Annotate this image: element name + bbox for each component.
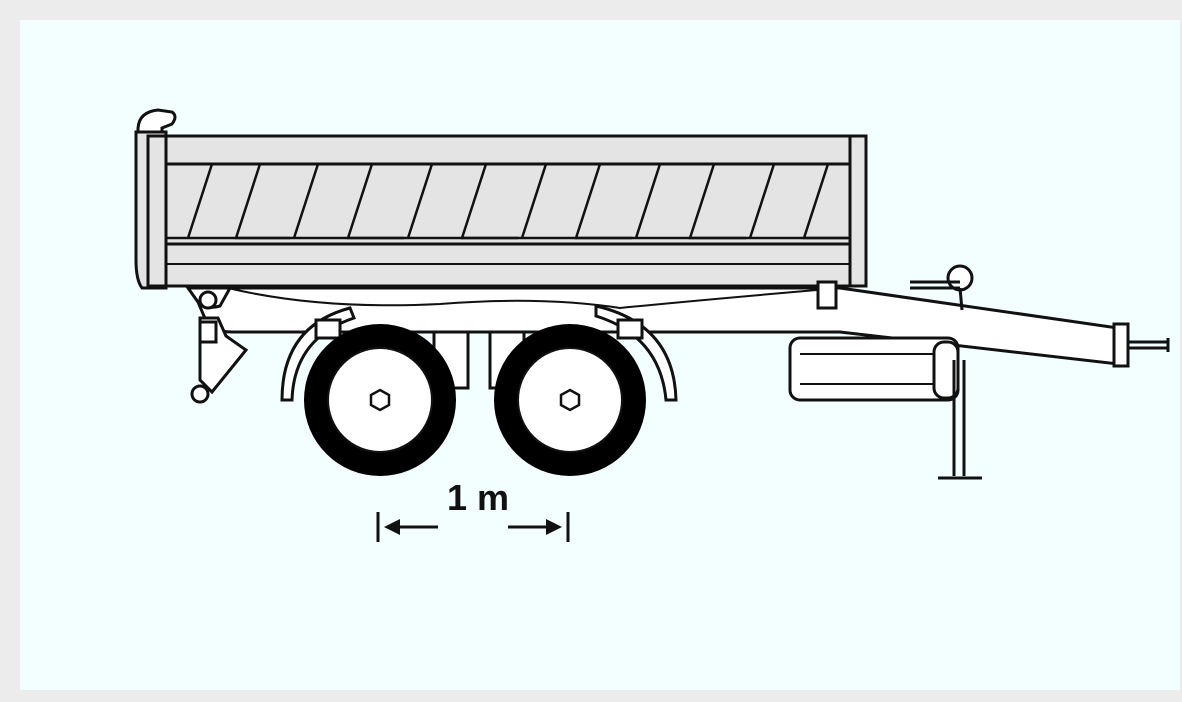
dimension-label: 1 m (447, 477, 509, 518)
tipper-body (134, 108, 868, 290)
chassis-frame (185, 280, 1120, 404)
arrow-left (384, 519, 400, 535)
side-ribs (166, 163, 850, 240)
rear-post (848, 134, 868, 288)
coupling-eye (1112, 322, 1130, 368)
top-rail (146, 134, 868, 166)
handbrake-wheel (946, 264, 974, 292)
front-post (146, 134, 168, 288)
front-wheel (304, 324, 456, 476)
support-leg (938, 360, 982, 480)
tool-box (788, 336, 960, 402)
arrow-right (546, 519, 562, 535)
rear-wheel (494, 324, 646, 476)
frame-box (816, 280, 838, 310)
axle-spacing-dimension: 1 m (376, 477, 570, 542)
drawbar (910, 264, 1170, 368)
diagram-panel: 1 m (20, 20, 1180, 690)
tipper-trailer-diagram: 1 m (134, 108, 1170, 542)
